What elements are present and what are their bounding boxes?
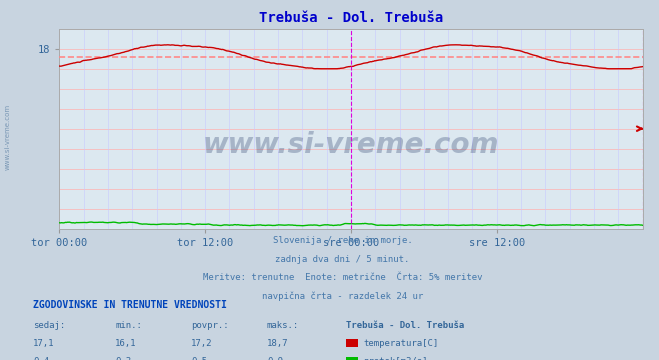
Text: navpična črta - razdelek 24 ur: navpična črta - razdelek 24 ur xyxy=(262,292,423,301)
Text: Slovenija / reke in morje.: Slovenija / reke in morje. xyxy=(273,236,413,245)
Text: 16,1: 16,1 xyxy=(115,339,137,348)
Text: Trebuša - Dol. Trebuša: Trebuša - Dol. Trebuša xyxy=(346,321,464,330)
Text: povpr.:: povpr.: xyxy=(191,321,229,330)
Text: 17,1: 17,1 xyxy=(33,339,55,348)
Text: 17,2: 17,2 xyxy=(191,339,213,348)
Text: zadnja dva dni / 5 minut.: zadnja dva dni / 5 minut. xyxy=(275,255,410,264)
Text: ZGODOVINSKE IN TRENUTNE VREDNOSTI: ZGODOVINSKE IN TRENUTNE VREDNOSTI xyxy=(33,300,227,310)
Text: min.:: min.: xyxy=(115,321,142,330)
Text: maks.:: maks.: xyxy=(267,321,299,330)
Text: www.si-vreme.com: www.si-vreme.com xyxy=(5,104,11,170)
Text: 18,7: 18,7 xyxy=(267,339,289,348)
Text: 0,9: 0,9 xyxy=(267,357,283,360)
Text: sedaj:: sedaj: xyxy=(33,321,65,330)
Text: temperatura[C]: temperatura[C] xyxy=(363,339,438,348)
Title: Trebuša - Dol. Trebuša: Trebuša - Dol. Trebuša xyxy=(259,11,443,25)
Text: pretok[m3/s]: pretok[m3/s] xyxy=(363,357,428,360)
Text: Meritve: trenutne  Enote: metrične  Črta: 5% meritev: Meritve: trenutne Enote: metrične Črta: … xyxy=(203,273,482,282)
Text: 0,3: 0,3 xyxy=(115,357,131,360)
Text: 0,5: 0,5 xyxy=(191,357,207,360)
Text: 0,4: 0,4 xyxy=(33,357,49,360)
Text: www.si-vreme.com: www.si-vreme.com xyxy=(203,131,499,159)
